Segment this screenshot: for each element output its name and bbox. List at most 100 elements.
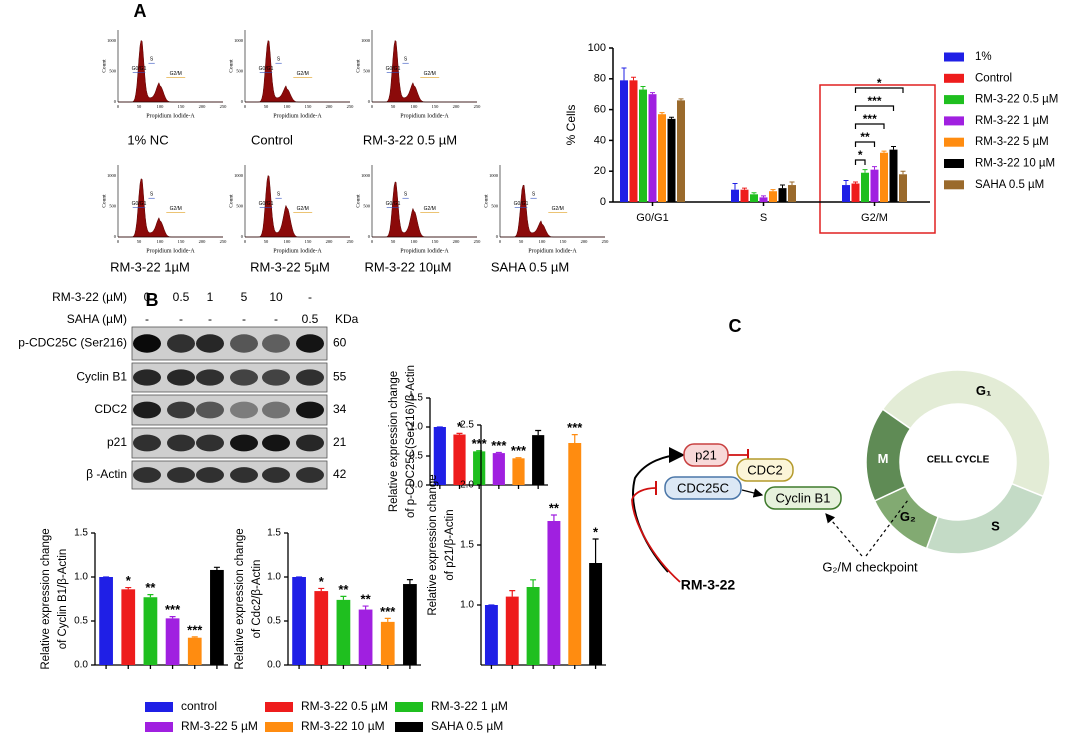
flow-x-tick: 200 [453, 104, 461, 109]
blot-label: β -Actin [86, 467, 127, 481]
x-tick-label: G0/G1 [636, 212, 668, 224]
legend-swatch [944, 159, 964, 168]
significance-bracket [854, 159, 866, 165]
error-bar [770, 189, 776, 192]
flow-ylabel: Count [483, 194, 489, 208]
flow-x-tick: 200 [453, 239, 461, 244]
significance-bracket [854, 141, 876, 147]
gate-label: S [532, 192, 536, 198]
significance-label: *** [187, 622, 203, 637]
legend-label: control [181, 699, 217, 713]
flow-xlabel: Propidium Iodide-A [146, 248, 195, 254]
activation-arrow [632, 447, 685, 573]
checkpoint-arrow [825, 513, 863, 557]
error-bar [862, 169, 868, 173]
bar [403, 584, 417, 665]
blot-band [196, 434, 224, 452]
x-tick-label: G2/M [861, 212, 888, 224]
significance-bracket [854, 123, 885, 129]
flow-x-tick: 150 [305, 239, 313, 244]
flow-y-tick: 500 [109, 203, 117, 208]
blot-header-value: - [208, 312, 212, 326]
panel-letter: C [729, 316, 742, 336]
flow-x-tick: 200 [199, 104, 207, 109]
blot-band [230, 467, 258, 483]
y-axis-label: of Cdc2/β-Actin [251, 560, 263, 639]
y-tick-label: 0 [600, 196, 606, 208]
error-bar [631, 76, 636, 81]
flow-y-tick: 1000 [234, 173, 244, 178]
flow-x-tick: 250 [347, 104, 355, 109]
error-bar [853, 181, 858, 184]
error-bar [780, 184, 785, 189]
blot-band [296, 334, 324, 353]
blot-band [196, 369, 224, 386]
bar [568, 443, 582, 665]
flow-y-tick: 0 [241, 99, 244, 104]
flow-xlabel: Propidium Iodide-A [146, 113, 195, 119]
significance-label: *** [863, 112, 877, 126]
flow-xlabel: Propidium Iodide-A [400, 248, 449, 254]
legend-label: SAHA 0.5 µM [975, 179, 1044, 191]
y-axis-label: Relative expression change [40, 528, 52, 669]
flow-x-tick: 200 [326, 104, 334, 109]
error-bar [535, 429, 542, 436]
legend-label: SAHA 0.5 µM [431, 719, 503, 733]
significance-label: ** [549, 500, 560, 515]
gate-label: G0/G1 [259, 66, 274, 72]
highlight-box [819, 84, 936, 234]
cycle-phase [925, 482, 1045, 555]
flow-x-tick: 150 [305, 104, 313, 109]
error-bar [751, 192, 757, 195]
error-bar [789, 181, 795, 186]
blot-band [133, 401, 161, 419]
blot-band [296, 467, 324, 483]
bar [658, 114, 666, 202]
significance-label: *** [511, 443, 527, 458]
y-axis-label: Relative expression change [388, 371, 400, 512]
bar [899, 174, 907, 202]
flow-x-tick: 50 [391, 104, 396, 109]
blot-kda: 42 [333, 467, 347, 481]
y-axis-label: of p-CDC25C(Ser216)/β-Actin [405, 365, 417, 518]
bar [336, 599, 351, 665]
blot-header-value: 5 [241, 290, 248, 304]
significance-label: ** [338, 582, 349, 597]
bar [750, 194, 758, 202]
y-tick-label: 1.0 [267, 572, 281, 583]
error-bar [891, 146, 896, 150]
y-tick-label: 0.0 [267, 660, 281, 671]
error-bar [191, 636, 198, 638]
flow-caption: Control [251, 132, 293, 147]
legend-label: RM-3-22 1 µM [975, 115, 1049, 127]
x-tick-label: S [760, 212, 767, 224]
bar [187, 637, 202, 665]
blot-band [230, 401, 258, 419]
flow-xlabel: Propidium Iodide-A [528, 248, 577, 254]
gate-label: S [404, 192, 408, 198]
flow-x-tick: 100 [284, 239, 292, 244]
gate-label: G0/G1 [132, 201, 147, 207]
y-tick-label: 0.5 [409, 451, 423, 462]
blot-band [262, 434, 290, 452]
bar [512, 458, 525, 485]
significance-bracket [854, 87, 904, 93]
blot-strip [131, 394, 328, 426]
flow-x-tick: 0 [117, 239, 120, 244]
flow-y-tick: 500 [236, 203, 244, 208]
blot-band [262, 334, 290, 353]
legend-swatch [944, 180, 964, 190]
flow-y-tick: 0 [368, 99, 371, 104]
blot-header-value: - [308, 290, 312, 304]
activation-arrow [741, 488, 764, 498]
flow-x-tick: 50 [264, 104, 269, 109]
bar [492, 453, 505, 485]
flow-xlabel: Propidium Iodide-A [273, 248, 322, 254]
error-bar [406, 579, 413, 585]
blot-header: SAHA (µM) [67, 312, 127, 326]
inhibition-line [631, 487, 681, 583]
bar [505, 596, 519, 665]
flow-y-tick: 500 [363, 68, 371, 73]
error-bar [340, 595, 347, 600]
